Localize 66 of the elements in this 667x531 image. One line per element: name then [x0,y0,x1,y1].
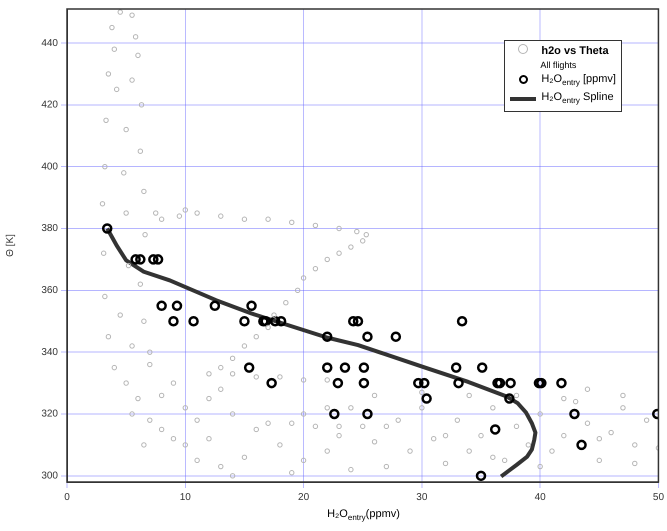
point [492,378,503,388]
point [569,408,580,420]
point [450,362,462,373]
point [456,316,468,326]
point [362,331,373,342]
x-tick-label: 30 [416,492,428,503]
x-tick-label: 0 [64,492,70,503]
point [556,378,567,388]
y-axis-title: Θ [K] [4,234,16,257]
point [534,378,544,388]
point [332,378,344,388]
point [358,378,370,388]
point [210,300,220,312]
point [358,362,370,373]
point [536,378,547,388]
legend-label: H₂O$_{entry}$ Spline [541,90,614,108]
point [418,378,430,388]
point [130,254,141,265]
point [476,362,488,373]
y-tick-label: 360 [41,285,58,296]
point [270,316,280,326]
point [188,316,199,326]
point [576,440,587,450]
point [168,316,179,326]
y-tick-label: 320 [41,408,58,420]
point [322,362,332,373]
point [494,378,506,388]
point [421,393,432,404]
point [340,362,350,373]
legend-label: H₂O$_{entry}$ [ppmv] [541,72,616,90]
x-axis-title: H₂O$_{entry}$(ppmv) [326,508,401,522]
y-tick-label: 380 [41,223,58,234]
annotation: All flights [539,59,578,72]
x-tick-label: 20 [298,492,310,503]
point [172,300,182,312]
point [504,393,515,404]
x-tick-label: 50 [652,492,664,503]
y-tick-label: 420 [41,100,58,111]
point [152,254,164,265]
x-tick-label: 40 [534,492,546,503]
x-tick-label: 10 [180,492,192,503]
point [476,470,486,482]
point [352,316,364,326]
point [239,316,250,326]
point [413,378,424,388]
point [329,408,340,420]
point [362,408,373,420]
point [102,223,112,234]
legend-label: h2o vs Theta [541,44,609,58]
y-tick-label: 440 [41,38,58,49]
point [490,424,500,435]
point [266,378,277,388]
point [348,316,359,326]
y-tick-label: 340 [41,346,58,358]
point [244,362,254,373]
point [148,254,159,265]
point [135,254,146,265]
point [246,300,257,312]
point [453,378,464,388]
point [276,316,286,326]
point [505,378,516,388]
y-tick-label: 300 [41,470,58,482]
y-tick-label: 400 [41,161,58,172]
point [156,300,167,312]
point [322,331,332,342]
point [390,331,402,342]
